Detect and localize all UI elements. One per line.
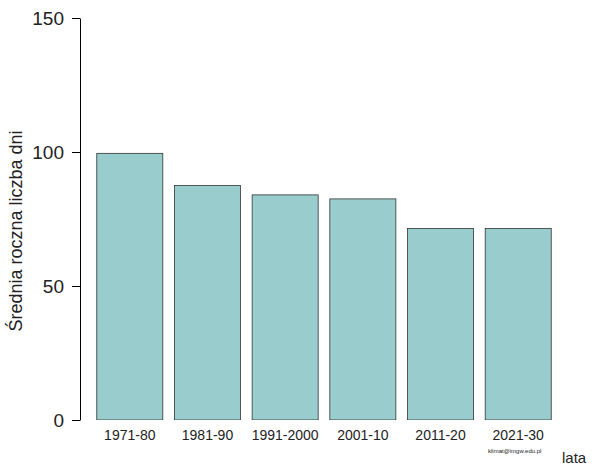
x-axis-title: lata [562,449,587,466]
bar [330,199,396,420]
y-tick-mark [72,286,80,287]
y-tick-label: 100 [32,142,64,163]
x-tick: 2001-10 [337,427,389,443]
chart: 0 50 100 150 1971-80 1981-90 1991-2000 2001-10 2… [0,0,604,470]
annotation: klimat@imgw.edu.pl [488,448,541,454]
x-tick-label: 2021-30 [493,427,545,443]
x-tick-label: 1981-90 [182,427,234,443]
bar [174,186,240,421]
bar [97,153,163,420]
y-tick-mark [72,18,80,19]
y-tick-label: 50 [43,276,64,297]
y-tick-mark [72,420,80,421]
y-tick: 0 [53,410,80,431]
bar [252,195,318,420]
x-tick-label: 2001-10 [337,427,389,443]
bar [485,228,551,420]
bars [97,153,551,420]
y-axis-title: Średnia roczna liczba dni [5,130,26,331]
x-tick-label: 1991-2000 [252,427,319,443]
x-tick-label: 2011-20 [415,427,466,443]
bar [408,228,474,420]
y-tick-mark [72,152,80,153]
x-tick: 1971-80 [104,427,156,443]
y-tick: 50 [43,276,80,297]
x-tick: 2021-30 [493,427,545,443]
x-tick-label: 1971-80 [104,427,156,443]
x-tick: 2011-20 [415,427,466,443]
y-tick-label: 0 [53,410,64,431]
y-tick: 150 [32,8,80,29]
x-tick: 1991-2000 [252,427,319,443]
y-tick-label: 150 [32,8,64,29]
y-axis: 0 50 100 150 [32,8,80,431]
y-axis-line [80,19,81,421]
x-axis: 1971-80 1981-90 1991-2000 2001-10 2011-20 202… [104,427,544,443]
y-tick: 100 [32,142,80,163]
x-tick: 1981-90 [182,427,234,443]
